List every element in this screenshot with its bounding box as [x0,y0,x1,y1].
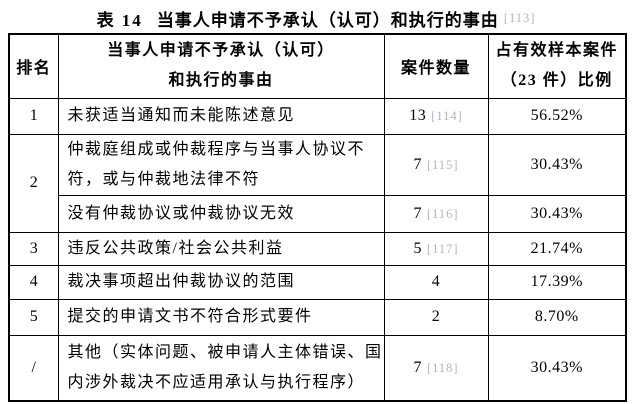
case-count: 7 [413,358,422,376]
cases-cell: 7 [118] [383,334,489,402]
footnote-ref: [118] [426,360,459,375]
footnote-ref: [117] [426,241,459,256]
cases-cell: 7 [115] [383,133,489,196]
footnote-ref: [115] [426,157,459,172]
table-row: 5 提交的申请文书不符合形式要件 2 8.70% [8,298,627,336]
case-count: 13 [409,107,427,124]
rank-cell: 5 [8,298,59,336]
case-count: 7 [413,155,422,173]
cases-cell: 7 [116] [383,194,489,233]
ratio-cell: 30.43% [487,194,627,233]
table-row: 没有仲裁协议或仲裁协议无效 7 [116] 30.43% [9,194,627,233]
case-count: 5 [413,239,422,257]
reason-cell: 未获适当通知而未能陈述意见 [57,97,385,135]
table-caption: 表 14 当事人申请不予承认（认可）和执行的事由 [113] [0,0,632,33]
reason-cell: 提交的申请文书不符合形式要件 [57,298,385,336]
header-reason-line1: 当事人申请不予承认（认可） [107,42,335,60]
table-title: 当事人申请不予承认（认可）和执行的事由 [156,10,499,30]
case-count: 7 [413,204,422,222]
ratio-cell: 56.52% [487,97,627,135]
reason-cell: 裁决事项超出仲裁协议的范围 [57,264,385,300]
header-reason-line2: 和执行的事由 [168,72,274,90]
header-row: 排名 当事人申请不予承认（认可） 和执行的事由 案件数量 占有效样本案件 （23… [8,33,627,99]
cases-cell: 13 [114] [383,97,489,135]
header-cases: 案件数量 [383,33,489,99]
ratio-cell: 30.43% [487,334,627,402]
cases-cell: 5 [117] [383,231,489,266]
reason-cell: 仲裁庭组成或仲裁程序与当事人协议不 符，或与仲裁地法律不符 [57,133,385,196]
ratio-cell: 30.43% [487,133,627,196]
rank-cell: 2 [8,133,59,233]
ratio-cell: 8.70% [487,298,627,336]
header-ratio: 占有效样本案件 （23 件）比例 [487,33,627,99]
rank-cell: 3 [8,231,59,266]
footnote-ref: [114] [431,109,463,123]
data-table: 排名 当事人申请不予承认（认可） 和执行的事由 案件数量 占有效样本案件 （23… [8,33,627,402]
rank-cell: 4 [8,264,59,300]
cases-cell: 2 [383,298,489,336]
table-row: 3 违反公共政策/社会公共利益 5 [117] 21.74% [8,231,627,266]
case-count: 2 [431,308,441,325]
footnote-ref: [116] [426,206,459,221]
table-row: 2 仲裁庭组成或仲裁程序与当事人协议不 符，或与仲裁地法律不符 7 [115] 3… [8,133,627,233]
table-row: 1 未获适当通知而未能陈述意见 13 [114] 56.52% [8,97,627,135]
ratio-cell: 21.74% [487,231,627,266]
header-ratio-line2: （23 件）比例 [500,72,613,90]
cases-cell: 4 [383,264,489,300]
table-row: 4 裁决事项超出仲裁协议的范围 4 17.39% [8,264,627,300]
header-ratio-line1: 占有效样本案件 [495,42,618,60]
reason-cell: 没有仲裁协议或仲裁协议无效 [57,194,385,233]
table-row: / 其他（实体问题、被申请人主体错误、国 内涉外裁决不应适用承认与执行程序） 7… [8,334,627,402]
footnote-ref: [113] [503,10,536,25]
case-count: 4 [431,273,441,290]
rank-cell: / [8,334,59,402]
reason-cell: 其他（实体问题、被申请人主体错误、国 内涉外裁决不应适用承认与执行程序） [57,334,385,402]
header-reason: 当事人申请不予承认（认可） 和执行的事由 [57,33,385,99]
table-number: 表 14 [96,10,143,30]
header-rank: 排名 [8,33,59,99]
ratio-cell: 17.39% [487,264,627,300]
rank-cell: 1 [8,97,59,135]
reason-cell: 违反公共政策/社会公共利益 [57,231,385,266]
